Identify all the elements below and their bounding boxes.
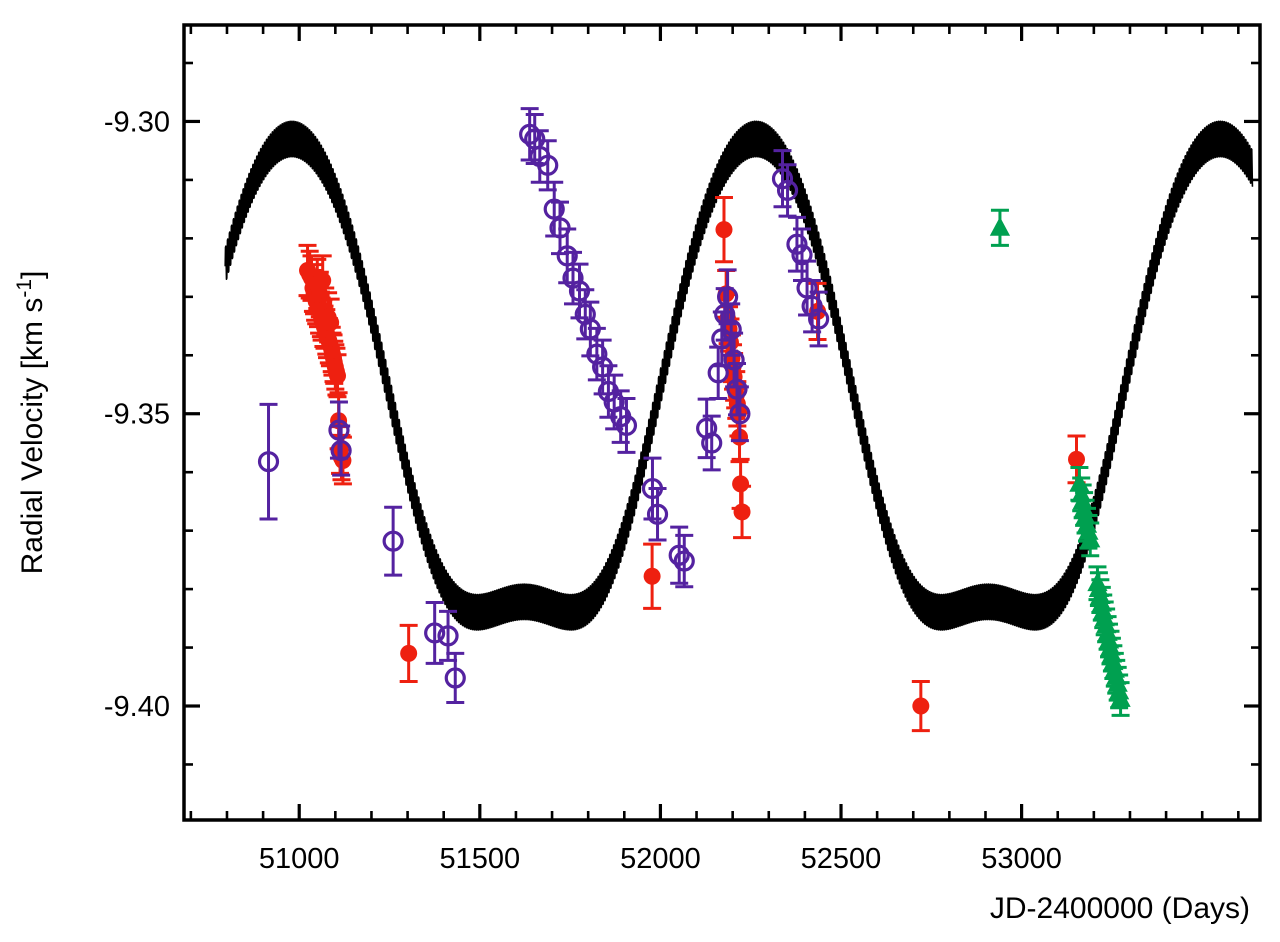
data-point: [911, 679, 930, 733]
data-points-layer: [257, 107, 1131, 733]
marker-filled-circle: [314, 271, 332, 289]
data-point: [701, 414, 723, 472]
marker-open-circle: [723, 349, 745, 371]
marker-filled-circle: [733, 503, 751, 521]
data-point: [733, 484, 752, 540]
data-point: [444, 651, 466, 705]
marker-filled-circle: [400, 644, 418, 662]
x-axis-tick-labels: 51000 51500 52000 52500 53000: [259, 843, 1062, 875]
y-tick-label: -9.40: [104, 691, 170, 723]
data-point: [1110, 681, 1131, 717]
data-point: [399, 623, 418, 683]
series-purple-open-circles: [257, 107, 830, 705]
data-point: [716, 268, 739, 326]
x-axis-title-text: JD-2400000 (Days): [990, 892, 1250, 925]
data-point: [1067, 434, 1086, 485]
marker-open-circle: [328, 419, 350, 441]
x-axis-title: JD-2400000 (Days): [990, 892, 1250, 925]
marker-open-circle: [786, 233, 808, 255]
data-point: [330, 424, 352, 477]
data-point: [382, 505, 404, 577]
marker-open-circle: [257, 451, 280, 473]
x-tick-label: 52000: [620, 843, 701, 875]
data-point: [257, 402, 280, 521]
marker-open-circle: [729, 403, 751, 425]
marker-filled-circle: [715, 221, 733, 239]
x-tick-label: 52500: [801, 843, 882, 875]
marker-filled-triangle: [1110, 687, 1131, 707]
marker-open-circle: [444, 667, 466, 689]
marker-open-circle: [615, 414, 638, 437]
marker-filled-circle: [329, 367, 347, 385]
marker-filled-triangle: [1069, 472, 1090, 492]
data-point: [714, 195, 733, 264]
series-green-filled-triangles: [989, 208, 1131, 717]
data-point: [424, 601, 446, 665]
data-point: [989, 208, 1011, 247]
plot-frame: [182, 23, 1262, 822]
marker-open-circle: [776, 179, 799, 202]
x-tick-label: 53000: [981, 843, 1062, 875]
marker-open-circle: [437, 625, 459, 647]
data-point: [615, 397, 638, 454]
marker-open-circle: [673, 550, 695, 572]
data-point: [776, 163, 799, 218]
data-point: [603, 373, 625, 431]
marker-open-circle: [556, 245, 578, 267]
marker-open-circle: [720, 318, 742, 341]
y-axis-title-text: Radial Velocity [km s-1]: [13, 271, 49, 575]
marker-open-circle: [543, 198, 565, 220]
marker-open-circle: [586, 343, 608, 365]
x-tick-label: 51500: [439, 843, 520, 875]
marker-open-circle: [646, 503, 669, 525]
marker-open-circle: [701, 432, 723, 454]
data-point: [673, 533, 695, 589]
data-point: [1080, 521, 1101, 558]
x-tick-label: 51000: [259, 843, 340, 875]
data-point: [720, 302, 742, 357]
y-axis-ticks: [184, 61, 1260, 766]
series-red-filled-circles: [298, 195, 1086, 733]
marker-filled-triangle: [989, 216, 1011, 236]
data-point: [646, 487, 669, 542]
marker-open-circle: [716, 286, 739, 308]
marker-open-circle: [808, 308, 830, 330]
marker-filled-triangle: [1080, 528, 1101, 548]
marker-filled-circle: [912, 697, 930, 715]
marker-open-circle: [791, 244, 813, 266]
model-curve: [224, 120, 1254, 631]
keplerian-model-line: [224, 120, 1254, 631]
marker-filled-circle: [1068, 450, 1086, 468]
marker-open-circle: [382, 530, 404, 552]
y-tick-label: -9.35: [104, 399, 170, 431]
y-axis-tick-labels: -9.30 -9.35 -9.40: [104, 106, 170, 723]
y-axis-title: Radial Velocity [km s-1]: [13, 271, 49, 575]
marker-open-circle: [707, 362, 729, 384]
marker-open-circle: [424, 622, 446, 644]
data-point: [808, 290, 830, 348]
marker-open-circle: [771, 168, 794, 190]
y-tick-label: -9.30: [104, 106, 170, 138]
data-point: [643, 542, 662, 610]
plot-border: [182, 23, 1262, 822]
marker-filled-circle: [643, 567, 661, 585]
marker-open-circle: [726, 378, 748, 400]
data-point: [729, 385, 751, 443]
marker-open-circle: [330, 439, 352, 462]
marker-open-circle: [537, 154, 559, 176]
marker-filled-circle: [732, 475, 750, 493]
marker-open-circle: [668, 544, 690, 566]
x-axis-ticks: [189, 25, 1240, 820]
